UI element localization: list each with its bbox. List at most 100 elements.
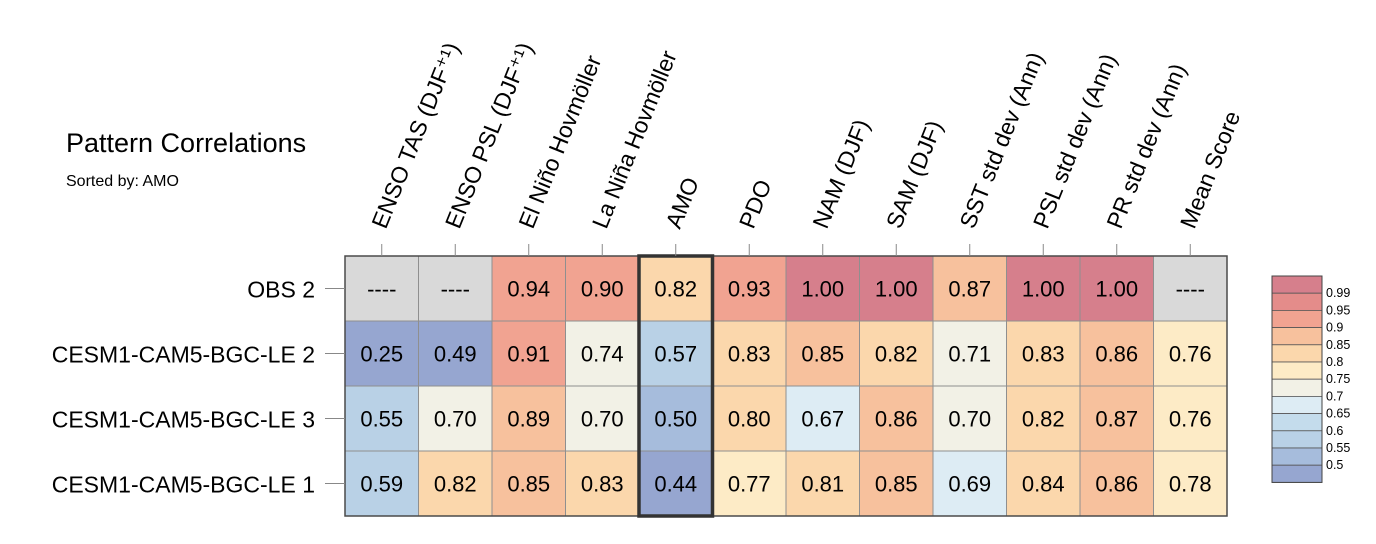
cell-value-label: 0.74 [581,342,624,367]
colorbar-border [1271,275,1323,483]
row-label: CESM1-CAM5-BGC-LE 1 [52,472,315,498]
cell-value-label: 0.80 [728,407,771,432]
heatmap-cell [1153,385,1228,452]
colorbar-segment [1271,361,1323,380]
heatmap-cell [1153,450,1228,517]
colorbar-segment [1271,395,1323,414]
heatmap-cell [859,255,934,322]
cell-value-label: 0.76 [1169,342,1212,367]
heatmap-grid: ---- ---- 0.94 0.90 0.82 0.93 1.00 1.00 0.87 1.00… [344,254,1228,518]
cell-value-label: 0.90 [581,277,624,302]
colorbar-segment [1271,344,1323,363]
heatmap-cell [1006,320,1081,387]
cell-value-label: 0.87 [1095,407,1138,432]
cell-value-label: ---- [441,277,470,302]
heatmap-cell [1153,255,1228,322]
cell-value-label: 0.86 [1095,472,1138,497]
heatmap-cell [418,450,493,517]
cell-value-label: 0.83 [581,472,624,497]
heatmap-cell [418,255,493,322]
cell-value-label: ---- [1176,277,1205,302]
cell-value-label: 0.71 [948,342,991,367]
cell-value-label: 0.94 [507,277,550,302]
colorbar-segment [1271,464,1323,483]
heatmap-cell [418,320,493,387]
cell-value-label: 1.00 [801,277,844,302]
row-label: CESM1-CAM5-BGC-LE 3 [52,407,315,433]
cell-value-label: 0.57 [654,342,697,367]
column-label: El Niño Hovmöller [513,51,606,232]
colorbar-label: 0.55 [1326,441,1350,455]
column-label: SAM (DJF) [881,117,948,232]
cell-value-label: 0.86 [1095,342,1138,367]
cell-value-label: 0.82 [654,277,697,302]
cell-value-label: 0.55 [360,407,403,432]
cell-value-label: 0.70 [581,407,624,432]
column-label: AMO [660,174,704,232]
cell-value-label: 0.69 [948,472,991,497]
heatmap-cell [712,450,787,517]
cell-value-label: 0.70 [948,407,991,432]
column-label: Mean Score [1175,107,1246,232]
colorbar-segment [1271,430,1323,449]
cell-value-label: 0.91 [507,342,550,367]
cell-value-label: 0.82 [434,472,477,497]
heatmap-cell [1079,385,1154,452]
colorbar-label: 0.99 [1326,286,1350,300]
cell-value-label: 1.00 [875,277,918,302]
colorbar-label: 0.95 [1326,303,1350,317]
cell-value-label: 0.59 [360,472,403,497]
cell-value-label: 0.81 [801,472,844,497]
cell-value-label: ---- [367,277,396,302]
heatmap-cell [565,255,640,322]
cell-value-label: 0.85 [801,342,844,367]
row-label: CESM1-CAM5-BGC-LE 2 [52,342,315,368]
heatmap-cell [785,385,860,452]
cell-value-label: 0.78 [1169,472,1212,497]
heatmap-cell [932,320,1007,387]
colorbar-segment [1271,413,1323,432]
cell-value-label: 0.85 [875,472,918,497]
cell-value-label: 0.82 [1022,407,1065,432]
colorbar-segment [1271,378,1323,397]
colorbar-label: 0.6 [1326,424,1343,438]
chart-title: Pattern Correlations [66,128,306,158]
cell-value-label: 0.50 [654,407,697,432]
colorbar-segment [1271,447,1323,466]
heatmap-cell [491,450,566,517]
cell-value-label: 0.93 [728,277,771,302]
cell-value-label: 0.70 [434,407,477,432]
colorbar-segment [1271,292,1323,311]
cell-value-label: 1.00 [1022,277,1065,302]
heatmap-cell [1006,450,1081,517]
cell-value-label: 0.83 [1022,342,1065,367]
heatmap-cell [565,320,640,387]
heatmap-cell [344,255,419,322]
row-label: OBS 2 [247,277,315,303]
cell-value-label: 0.85 [507,472,550,497]
column-label: PR std dev (Ann) [1101,60,1191,232]
heatmap-cell [344,450,419,517]
column-label: NAM (DJF) [807,116,874,232]
colorbar-segment [1271,275,1323,294]
cell-value-label: 0.87 [948,277,991,302]
cell-value-label: 0.77 [728,472,771,497]
chart-subtitle: Sorted by: AMO [66,173,179,190]
cell-value-label: 0.86 [875,407,918,432]
colorbar-label: 0.9 [1326,321,1343,335]
cell-value-label: 0.83 [728,342,771,367]
heatmap-cell [712,255,787,322]
heatmap-cell [785,320,860,387]
colorbar-segment [1271,309,1323,328]
heatmap-cell [785,450,860,517]
heatmap-cell [932,450,1007,517]
cell-value-label: 1.00 [1095,277,1138,302]
cell-value-label: 0.82 [875,342,918,367]
heatmap-border [344,255,1228,517]
cell-value-label: 0.25 [360,342,403,367]
heatmap-cell [1079,320,1154,387]
colorbar-label: 0.5 [1326,458,1343,472]
cell-value-label: 0.89 [507,407,550,432]
